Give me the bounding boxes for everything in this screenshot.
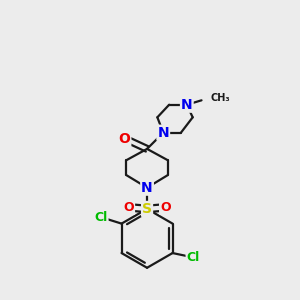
Text: N: N xyxy=(181,98,193,112)
Text: CH₃: CH₃ xyxy=(211,93,231,103)
Text: N: N xyxy=(158,126,169,140)
Text: S: S xyxy=(142,202,152,216)
Text: Cl: Cl xyxy=(187,251,200,264)
Text: N: N xyxy=(141,181,153,195)
Text: O: O xyxy=(124,201,134,214)
Text: O: O xyxy=(118,132,130,145)
Text: Cl: Cl xyxy=(94,211,108,224)
Text: O: O xyxy=(160,201,171,214)
